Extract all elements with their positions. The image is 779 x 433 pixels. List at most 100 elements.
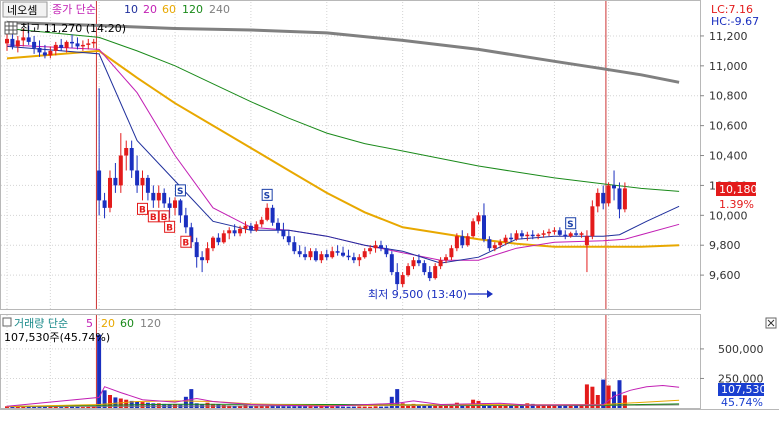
candle-body [411, 260, 416, 267]
candle-body [259, 219, 264, 225]
volume-bar [248, 405, 253, 408]
volume-bar [335, 406, 340, 408]
volume-bar [270, 405, 275, 408]
hc-label: HC:-9.67 [711, 15, 759, 28]
volume-bar [612, 391, 616, 408]
volume-bar [86, 406, 91, 408]
price-panel[interactable] [0, 0, 701, 310]
volume-bar [357, 406, 362, 408]
volume-bar [362, 406, 367, 408]
volume-bar [37, 407, 42, 408]
candle-body [557, 230, 562, 235]
volume-bar [97, 334, 102, 408]
volume-bar [574, 404, 579, 408]
candle-body [519, 233, 524, 237]
candle-body [406, 266, 411, 276]
candle-body [37, 47, 42, 53]
candle-body [156, 192, 161, 201]
volume-bar [75, 406, 80, 408]
candle-body [80, 44, 85, 47]
candle-body [178, 200, 183, 216]
candle-body [584, 236, 589, 246]
lc-label: LC:7.16 [711, 3, 753, 16]
volume-bar [59, 407, 64, 408]
volume-bar [547, 405, 551, 408]
candle-body [433, 266, 438, 279]
marker-box [137, 202, 148, 215]
volume-bar [276, 406, 280, 408]
candle-body [389, 254, 394, 273]
volume-bar [584, 384, 589, 408]
volume-ma-lines [6, 384, 680, 408]
volume-tick-label: 500,000 [718, 343, 764, 356]
stock-name-box[interactable] [2, 1, 48, 18]
candle-body [547, 231, 551, 234]
candle-body [330, 251, 335, 258]
volume-bar [416, 405, 421, 408]
candle-body [579, 233, 584, 235]
marker-label: B [182, 238, 189, 248]
volume-bar [373, 406, 378, 408]
candle-body [183, 215, 188, 228]
price-legend: 네오셈 종가 단순 10 20 60 120 240 [2, 1, 230, 18]
price-tick-label: 11,200 [709, 30, 748, 43]
candle-body [384, 248, 389, 255]
candle-body [70, 41, 74, 44]
volume-ma-120-line [6, 404, 680, 408]
marker-box [565, 217, 577, 230]
volume-bar [313, 406, 318, 408]
volume-bar [444, 405, 448, 408]
volume-bar [308, 406, 313, 408]
candle-body [32, 41, 37, 48]
candle-body [606, 185, 611, 204]
table-icon[interactable] [4, 21, 18, 35]
candle-body [319, 254, 324, 261]
volume-bar [498, 405, 503, 408]
price-tick-label: 10,600 [709, 120, 748, 133]
candle-body [102, 200, 107, 208]
volume-bar [330, 406, 335, 408]
volume-ma-20: 20 [101, 317, 115, 330]
candle-body [498, 242, 503, 246]
volume-bar [91, 406, 96, 408]
volume-bar [406, 404, 411, 408]
x-axis-strip [0, 409, 779, 429]
candle-body [124, 148, 129, 156]
volume-bar [590, 386, 595, 408]
volume-summary: 107,530주(45.74%) [4, 331, 110, 344]
volume-bar [21, 406, 26, 408]
buy-marker: B [137, 202, 148, 215]
candle-body [48, 50, 53, 56]
candle-body [465, 236, 470, 246]
marker-label: S [264, 191, 270, 201]
candle-body [395, 272, 400, 285]
candle-body [97, 170, 102, 201]
candle-body [460, 236, 465, 246]
volume-bar [509, 405, 514, 408]
volume-ma-60: 60 [120, 317, 134, 330]
candle-body [574, 233, 579, 235]
volume-bar [124, 399, 129, 408]
volume-current: 107,530 [721, 383, 767, 396]
volume-bar [108, 395, 112, 408]
candle-body [200, 257, 205, 261]
volume-bar [42, 406, 47, 408]
candle-body [205, 248, 210, 261]
candle-body [427, 272, 432, 279]
volume-panel[interactable] [0, 314, 701, 409]
candle-body [601, 192, 606, 204]
candle-body [232, 230, 237, 234]
volume-bar [541, 404, 546, 408]
candle-body [162, 192, 167, 204]
candle-body [167, 203, 172, 208]
marker-label: B [166, 223, 173, 233]
volume-bar [281, 406, 286, 408]
candle-body [281, 230, 286, 237]
close-icon[interactable] [765, 317, 777, 329]
volume-bar [427, 405, 432, 408]
price-tick-label: 9,600 [709, 269, 741, 282]
candle-body [5, 38, 9, 44]
volume-bar [205, 402, 210, 408]
